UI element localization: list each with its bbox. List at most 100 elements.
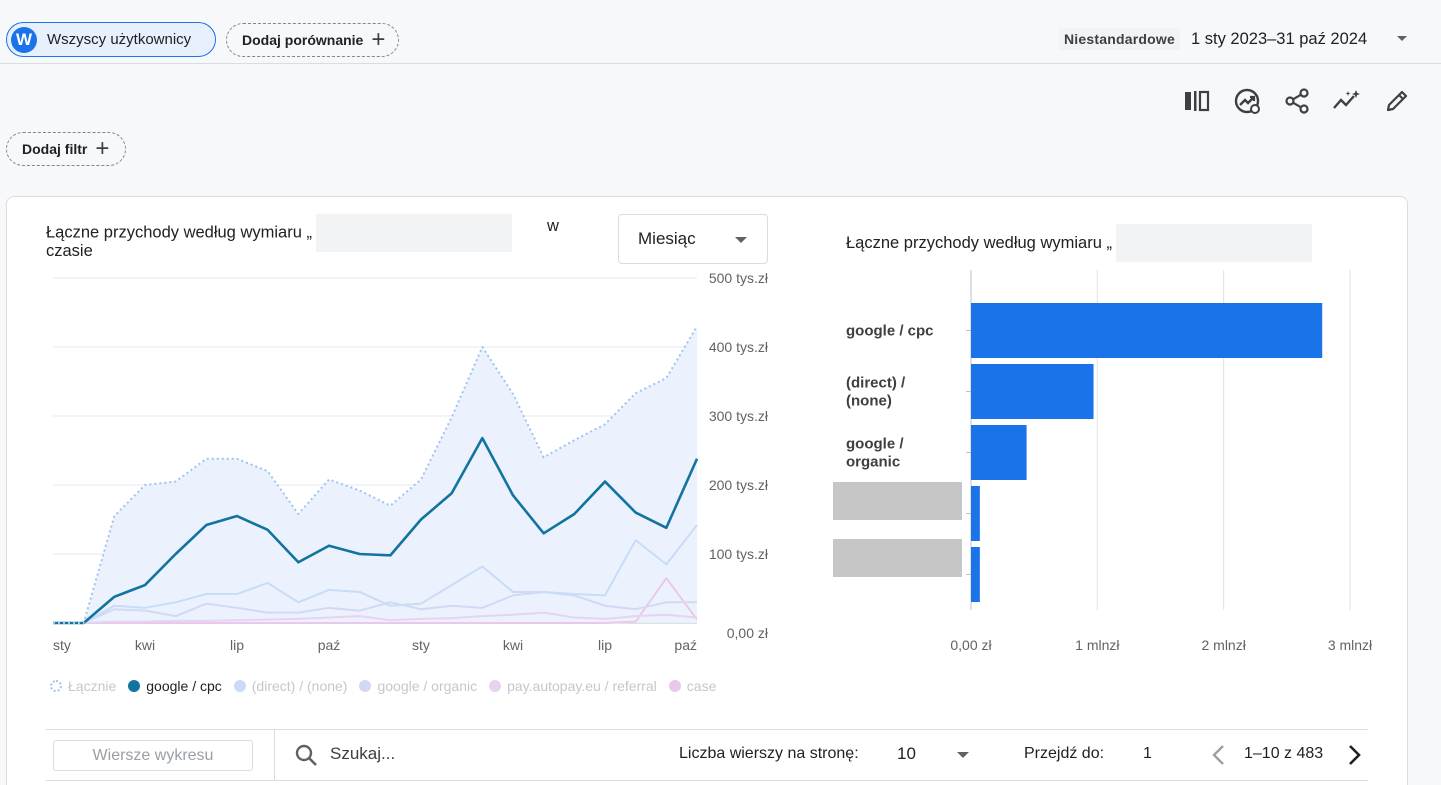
y-tick-label: 100 tys.zł xyxy=(709,546,769,562)
plus-icon: + xyxy=(371,26,386,53)
x-tick-label: 0,00 zł xyxy=(950,637,992,653)
compare-columns-icon[interactable] xyxy=(1182,86,1212,116)
legend-item[interactable]: (direct) / (none) xyxy=(233,678,348,694)
series-line--direct-none- xyxy=(53,524,698,624)
rows-per-page-caret-icon[interactable] xyxy=(957,752,969,758)
x-tick-label: sty xyxy=(412,637,430,653)
bar xyxy=(971,486,980,541)
bar xyxy=(971,547,980,602)
bar xyxy=(971,425,1027,480)
line-chart: 0,00 zł 100 tys.zł 200 tys.zł 300 tys.zł 400… xyxy=(53,270,769,653)
y-tick-label: 0,00 zł xyxy=(727,625,769,641)
series-line-case xyxy=(53,577,698,624)
granularity-select[interactable]: Miesiąc xyxy=(618,214,768,264)
category-label: google / cpc xyxy=(846,323,934,340)
legend-label: (direct) / (none) xyxy=(251,678,348,694)
line-chart-title-w: w xyxy=(547,217,559,235)
chart-legend: Łącznie google / cpc (direct) / (none) goog… xyxy=(50,678,728,694)
line-chart-title: Łączne przychody według wymiaru „ xyxy=(46,214,566,252)
legend-item[interactable]: pay.autopay.eu / referral xyxy=(489,678,657,694)
x-tick-label: 3 mlnzł xyxy=(1328,637,1373,653)
rows-per-page-label: Liczba wierszy na stronę: xyxy=(679,745,859,762)
segment-avatar: W xyxy=(11,26,37,53)
legend-item[interactable]: case xyxy=(668,678,717,694)
x-tick-label: paź xyxy=(674,637,697,653)
legend-swatch xyxy=(50,680,62,692)
series-line--cznie xyxy=(53,325,698,624)
legend-item[interactable]: Łącznie xyxy=(50,678,116,694)
redacted-dimension xyxy=(315,214,512,252)
x-tick-label: paź xyxy=(318,637,341,653)
segment-label: Wszyscy użytkownicy xyxy=(47,31,192,48)
x-tick-label: 1 mlnzł xyxy=(1075,637,1120,653)
divider xyxy=(274,730,275,780)
x-tick-label: lip xyxy=(230,637,244,653)
bar-chart-title: Łączne przychody według wymiaru „ xyxy=(846,224,1312,262)
add-comparison-button[interactable]: Dodaj porównanie + xyxy=(226,23,399,57)
add-comparison-label: Dodaj porównanie xyxy=(242,32,364,48)
series-line-pay-autopay-eu-referral xyxy=(53,611,698,624)
plus-icon: + xyxy=(95,135,110,162)
anomaly-icon[interactable] xyxy=(1332,86,1362,116)
x-tick-label: sty xyxy=(53,637,71,653)
redacted-dimension xyxy=(1115,224,1312,262)
category-label: (direct) / xyxy=(846,375,906,392)
x-tick-label: kwi xyxy=(135,637,155,653)
y-tick-label: 200 tys.zł xyxy=(709,477,769,493)
legend-label: pay.autopay.eu / referral xyxy=(507,678,657,694)
series-line-google-organic xyxy=(53,590,697,624)
search-input[interactable]: Szukaj... xyxy=(330,744,396,763)
top-bar xyxy=(0,0,1441,64)
bar-chart-title-text: Łączne przychody według wymiaru „ xyxy=(846,234,1112,252)
legend-item[interactable]: google / cpc xyxy=(128,678,222,694)
redacted-category-label xyxy=(833,482,962,520)
granularity-value: Miesiąc xyxy=(638,229,696,248)
rows-per-page-select[interactable]: 10 xyxy=(897,744,916,763)
legend-swatch xyxy=(489,680,502,692)
total-area xyxy=(53,326,697,623)
y-tick-label: 500 tys.zł xyxy=(709,270,769,286)
legend-swatch xyxy=(233,680,246,692)
search-icon[interactable] xyxy=(294,743,318,772)
bar xyxy=(971,303,1323,358)
legend-label: google / cpc xyxy=(146,678,222,694)
legend-swatch xyxy=(128,680,141,692)
legend-label: google / organic xyxy=(377,678,478,694)
dropdown-caret-icon xyxy=(735,237,747,243)
next-page-icon[interactable] xyxy=(1344,743,1364,772)
bar xyxy=(971,364,1094,419)
category-label: (none) xyxy=(846,393,892,410)
add-filter-button[interactable]: Dodaj filtr + xyxy=(6,132,126,166)
pagination-range: 1–10 z 483 xyxy=(1244,745,1324,762)
chart-rows-button[interactable]: Wiersze wykresu xyxy=(53,740,253,771)
line-chart-title-text: Łączne przychody według wymiaru „ xyxy=(46,223,312,242)
date-range-picker[interactable]: 1 sty 2023–31 paź 2024 xyxy=(1191,30,1368,48)
line-chart-title-suffix: czasie xyxy=(46,242,93,260)
x-tick-label: lip xyxy=(598,637,612,653)
legend-label: Łącznie xyxy=(68,678,117,694)
legend-swatch xyxy=(359,680,372,692)
edit-icon[interactable] xyxy=(1382,86,1412,116)
legend-swatch xyxy=(668,680,681,692)
series-line-google-cpc xyxy=(53,436,699,625)
x-tick-label: kwi xyxy=(503,637,523,653)
legend-label: case xyxy=(686,678,717,694)
goto-label: Przejdź do: xyxy=(1024,745,1105,762)
category-label: organic xyxy=(846,454,900,471)
legend-item[interactable]: google / organic xyxy=(359,678,477,694)
y-tick-label: 400 tys.zł xyxy=(709,339,769,355)
date-dropdown-icon[interactable] xyxy=(1397,36,1407,41)
goto-input[interactable]: 1 xyxy=(1143,745,1152,762)
redacted-category-label xyxy=(833,539,962,577)
share-icon[interactable] xyxy=(1282,86,1312,116)
y-tick-label: 300 tys.zł xyxy=(709,408,769,424)
prev-page-icon[interactable] xyxy=(1209,743,1229,772)
insights-icon[interactable] xyxy=(1232,86,1262,116)
add-filter-label: Dodaj filtr xyxy=(22,141,88,157)
segment-chip-all-users[interactable]: W Wszyscy użytkownicy xyxy=(6,22,216,57)
bar-chart: 0,00 zł 1 mlnzł 2 mlnzł 3 mlnzł google / cpc… xyxy=(833,270,1373,653)
table-controls xyxy=(46,729,1368,781)
category-label: google / xyxy=(846,436,904,453)
date-preset-badge: Niestandardowe xyxy=(1059,28,1180,50)
x-tick-label: 2 mlnzł xyxy=(1201,637,1246,653)
